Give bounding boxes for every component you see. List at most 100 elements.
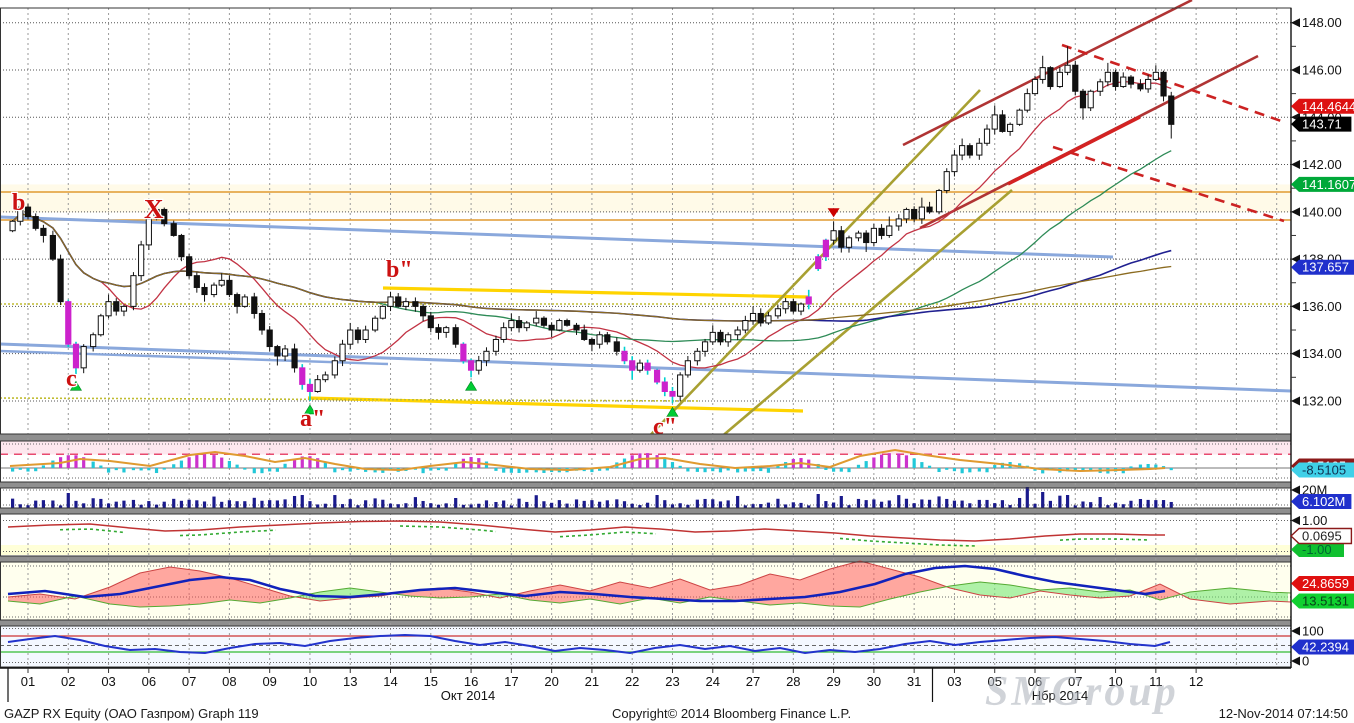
macd-bar <box>114 468 118 471</box>
macd-bar <box>154 468 159 474</box>
volume-bar <box>348 499 352 508</box>
macd-bar <box>678 465 682 468</box>
macd-bar <box>235 464 239 468</box>
macd-bar <box>454 462 458 468</box>
candle-body <box>113 301 120 312</box>
volume-bar <box>179 500 184 508</box>
macd-bar <box>1041 468 1045 474</box>
macd-bar <box>670 462 675 468</box>
volume-bar <box>1161 500 1166 508</box>
macd-bar <box>1000 462 1005 468</box>
macd-bar <box>162 468 166 470</box>
volume-bar <box>1058 495 1062 508</box>
volume-bar <box>436 504 441 508</box>
candle-body <box>49 234 56 260</box>
stoch-bottom-tick: 0 <box>1302 654 1309 669</box>
date-label: 11 <box>1149 674 1163 689</box>
candle-body <box>193 275 200 288</box>
candle-body <box>573 324 580 331</box>
candle-body <box>299 367 306 385</box>
volume-bar <box>695 499 699 508</box>
osc-green-dashes <box>559 531 657 538</box>
candle-body <box>774 308 782 317</box>
candle-body <box>790 301 797 312</box>
ma-fast <box>12 80 1172 369</box>
candle-body <box>306 383 314 392</box>
separator-bar <box>0 434 1291 441</box>
volume-bar <box>388 503 393 508</box>
price-tick: 136.00 <box>1302 299 1342 314</box>
month-label: Нбр 2014 <box>1032 688 1089 703</box>
macd-bar <box>824 468 828 470</box>
price-tick: 142.00 <box>1302 157 1342 172</box>
macd-badge <box>1291 462 1354 478</box>
volume-bar <box>1041 492 1045 508</box>
candle-body <box>886 225 893 236</box>
volume-bar <box>824 501 828 508</box>
candle-body <box>1097 81 1104 92</box>
macd-bar <box>920 462 924 468</box>
macd-bar <box>832 468 836 472</box>
volume-bar <box>494 501 498 508</box>
candle-body <box>548 324 555 331</box>
volume-bar <box>807 505 811 508</box>
date-label: 29 <box>826 674 840 689</box>
trendline <box>1052 145 1285 223</box>
volume-bar <box>11 498 15 508</box>
macd-bar <box>172 464 176 468</box>
macd-bar <box>960 468 964 474</box>
candle-body <box>443 327 450 333</box>
candle-body <box>742 320 749 331</box>
candle-body <box>339 343 346 362</box>
volume-bar <box>776 498 780 508</box>
candle-body <box>475 360 482 371</box>
volume-bar <box>655 495 659 508</box>
volume-bar <box>172 498 176 508</box>
date-label: 21 <box>585 674 599 689</box>
volume-bar <box>897 495 901 508</box>
macd-bar <box>766 468 771 473</box>
up-triangle-icon <box>465 380 478 391</box>
volume-bar <box>1000 500 1005 508</box>
wave-label: b <box>12 190 25 216</box>
volume-bar <box>920 499 924 508</box>
volume-bar <box>268 500 272 508</box>
volume-bar <box>864 500 868 508</box>
candle-body <box>621 350 628 362</box>
date-label: 23 <box>665 674 679 689</box>
candle-body <box>943 171 950 192</box>
candle-body <box>749 312 757 322</box>
macd-bar <box>646 453 650 468</box>
volume-bar <box>454 498 458 508</box>
macd-bar <box>703 468 707 473</box>
candle-body <box>1112 71 1119 88</box>
trendline <box>307 396 804 413</box>
candle-body <box>251 296 258 314</box>
volume-bar <box>227 500 231 508</box>
date-label: 03 <box>101 674 115 689</box>
price-badge <box>1291 98 1354 114</box>
volume-bar <box>502 500 506 508</box>
volume-bar <box>212 496 216 508</box>
candle-body <box>57 258 64 303</box>
volume-bar <box>308 501 312 508</box>
candle-body <box>130 275 137 307</box>
candle-body <box>467 360 475 371</box>
candle-body <box>644 362 651 371</box>
volume-bar <box>1121 504 1125 508</box>
volume-bar <box>525 501 529 508</box>
macd-bar <box>726 468 730 471</box>
macd-bar <box>74 455 78 468</box>
macd-bar <box>82 457 86 468</box>
candle-body <box>105 301 112 317</box>
candle-body <box>523 322 530 329</box>
price-badge-label: 137.657 <box>1302 260 1349 275</box>
candle-body <box>226 279 233 296</box>
macd-bar <box>839 468 843 472</box>
volume-bar <box>743 505 747 508</box>
macd-bar <box>444 468 448 471</box>
date-label: 07 <box>182 674 196 689</box>
candle-body <box>281 348 289 357</box>
candle-body <box>822 239 829 258</box>
